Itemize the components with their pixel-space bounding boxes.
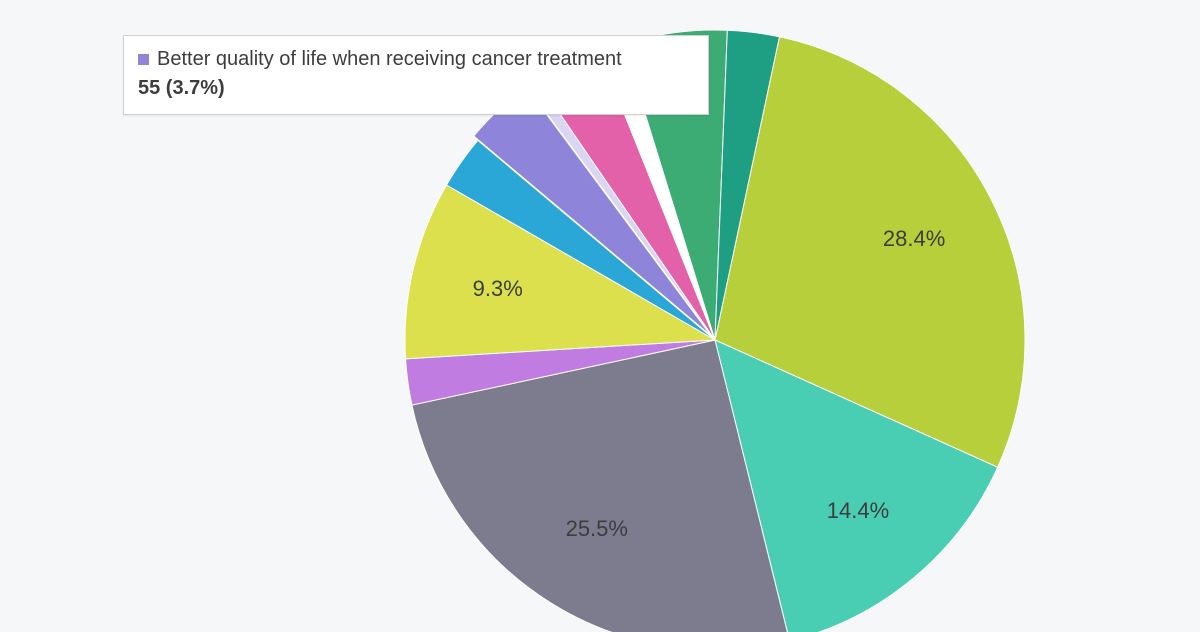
chart-stage: 28.4%14.4%25.5%9.3% Better quality of li… xyxy=(0,0,1200,632)
tooltip-value: 55 (3.7%) xyxy=(138,75,694,102)
tooltip-swatch-icon xyxy=(138,54,149,65)
tooltip-title: Better quality of life when receiving ca… xyxy=(157,46,622,73)
tooltip: Better quality of life when receiving ca… xyxy=(123,35,709,115)
